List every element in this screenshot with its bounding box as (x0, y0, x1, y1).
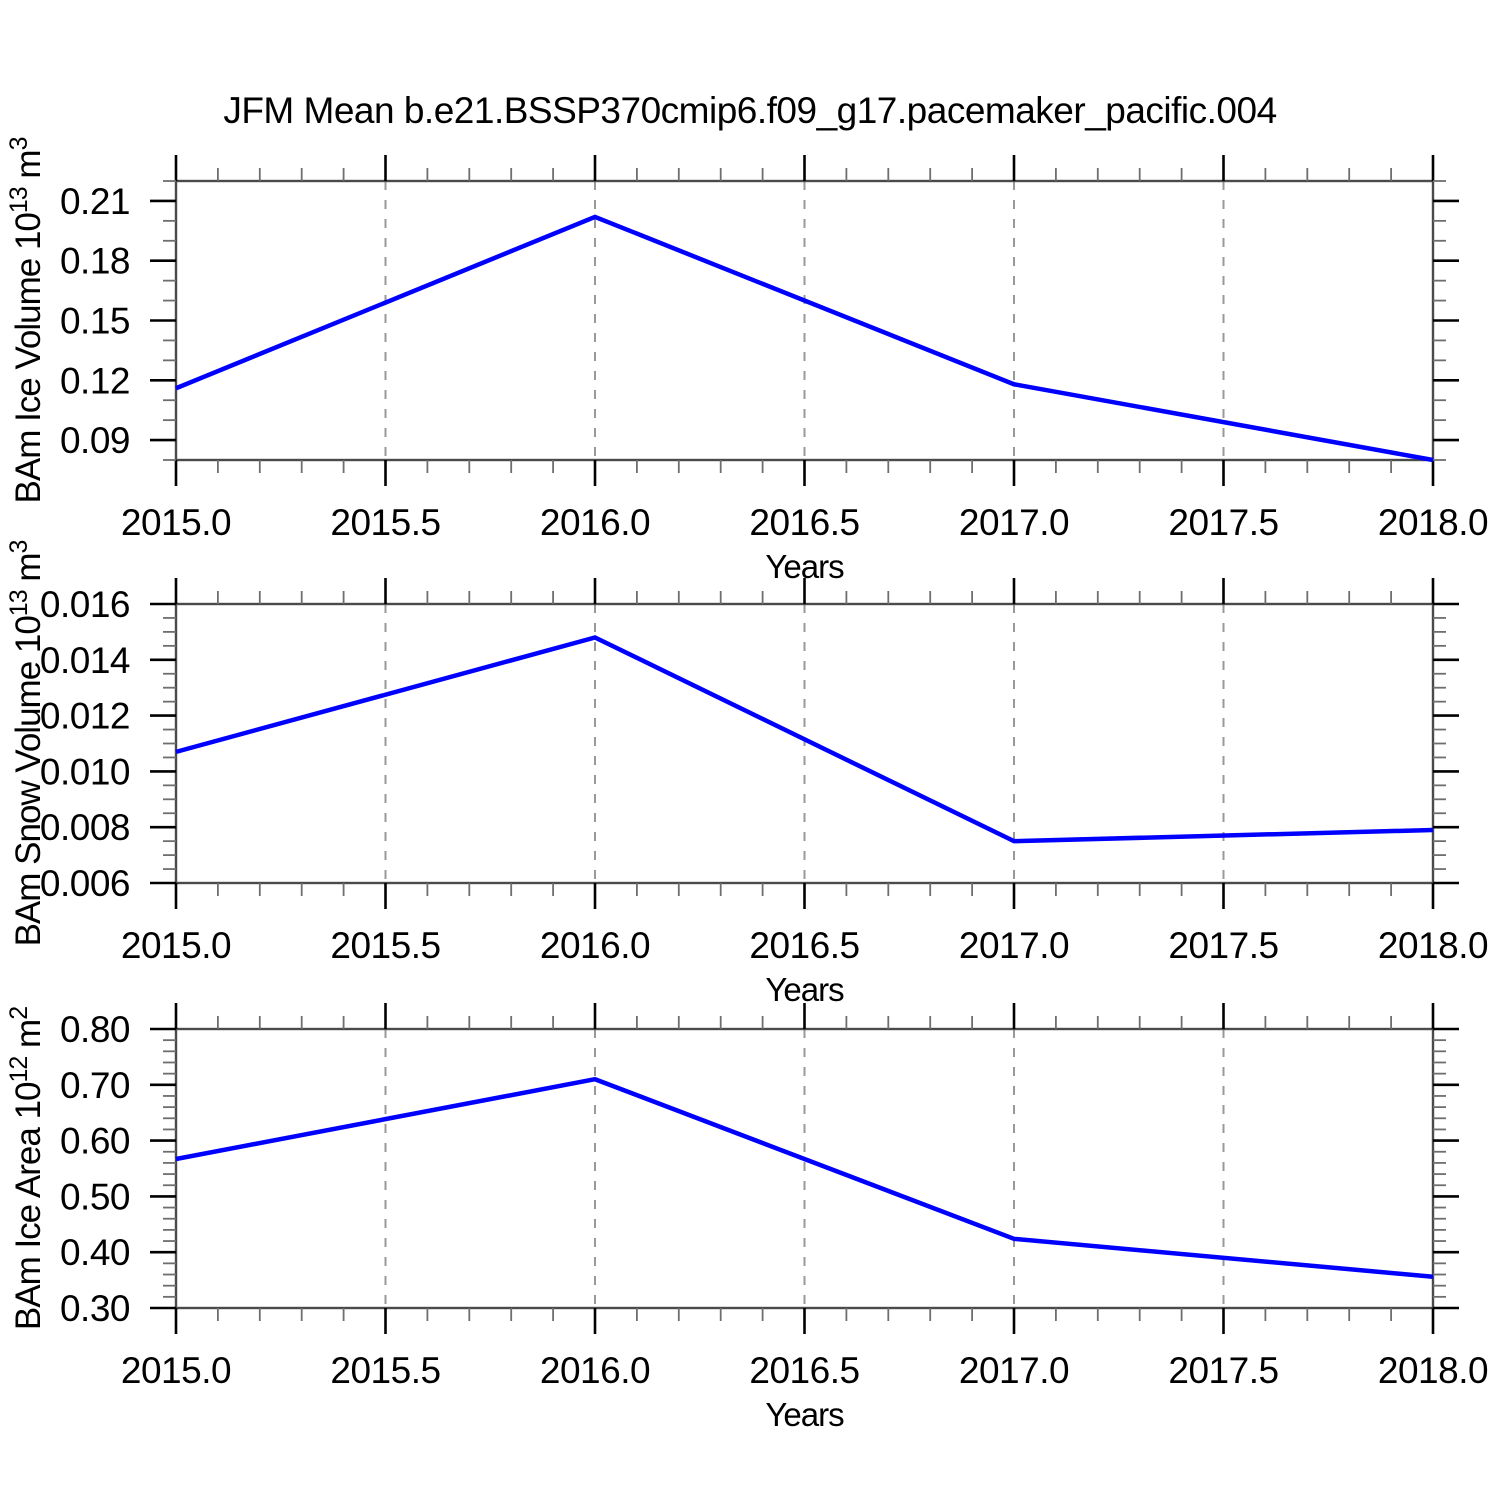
y-tick-label: 0.60 (60, 1121, 130, 1162)
x-tick-label: 2018.0 (1378, 502, 1488, 543)
x-tick-label: 2016.5 (749, 502, 859, 543)
chart-bam-ice-area: 2015.0 2015.5 2016.0 2016.5 2017.0 2017.5 2018… (5, 1003, 1489, 1433)
y-tick-label: 0.30 (60, 1288, 130, 1329)
y-axis-title: BAm Ice Volume 1013 m3 (5, 137, 48, 503)
x-tick-label: 2015.0 (121, 925, 231, 966)
x-tick-label: 2016.5 (749, 1350, 859, 1391)
y-tick-label: 0.18 (60, 241, 130, 282)
x-tick-label: 2015.5 (330, 1350, 440, 1391)
data-line (175, 635, 1434, 844)
y-axis-title: BAm Snow Volume 1013 m3 (5, 540, 48, 946)
y-tick-label: 0.40 (60, 1232, 130, 1273)
y-tick-label: 0.006 (40, 863, 130, 904)
plot-title: JFM Mean b.e21.BSSP370cmip6.f09_g17.pace… (223, 90, 1277, 131)
x-tick-label: 2017.5 (1168, 925, 1278, 966)
x-tick-label: 2016.5 (749, 925, 859, 966)
data-line (175, 1076, 1434, 1279)
x-tick-label: 2017.0 (959, 925, 1069, 966)
y-axis-title: BAm Ice Area 1012 m2 (5, 1007, 48, 1330)
x-tick-label: 2017.0 (959, 1350, 1069, 1391)
x-tick-label: 2018.0 (1378, 1350, 1488, 1391)
y-tick-label: 0.014 (40, 640, 130, 681)
data-line (175, 214, 1434, 463)
x-tick-label: 2016.0 (540, 1350, 650, 1391)
chart-bam-snow-volume: 2015.0 2015.5 2016.0 2016.5 2017.0 2017.5 2018… (5, 540, 1489, 1008)
x-tick-label: 2016.0 (540, 925, 650, 966)
chart-bam-ice-volume: 2015.0 2015.5 2016.0 2016.5 2017.0 2017.5 2018… (5, 137, 1489, 585)
x-tick-label: 2016.0 (540, 502, 650, 543)
x-tick-label: 2015.0 (121, 502, 231, 543)
y-tick-label: 0.010 (40, 751, 130, 792)
y-tick-label: 0.012 (40, 696, 130, 737)
y-tick-label: 0.15 (60, 301, 130, 342)
x-tick-label: 2015.0 (121, 1350, 231, 1391)
y-tick-label: 0.016 (40, 584, 130, 625)
x-tick-label: 2018.0 (1378, 925, 1488, 966)
x-axis-title: Years (765, 971, 844, 1008)
y-tick-label: 0.50 (60, 1176, 130, 1217)
y-tick-label: 0.09 (60, 420, 130, 461)
y-tick-label: 0.80 (60, 1009, 130, 1050)
y-tick-label: 0.21 (60, 181, 130, 222)
y-tick-label: 0.12 (60, 360, 130, 401)
x-tick-label: 2017.5 (1168, 502, 1278, 543)
x-tick-label: 2015.5 (330, 502, 440, 543)
x-tick-label: 2017.5 (1168, 1350, 1278, 1391)
y-tick-label: 0.008 (40, 807, 130, 848)
y-tick-label: 0.70 (60, 1065, 130, 1106)
x-axis-title: Years (765, 1396, 844, 1433)
x-tick-label: 2015.5 (330, 925, 440, 966)
x-tick-label: 2017.0 (959, 502, 1069, 543)
